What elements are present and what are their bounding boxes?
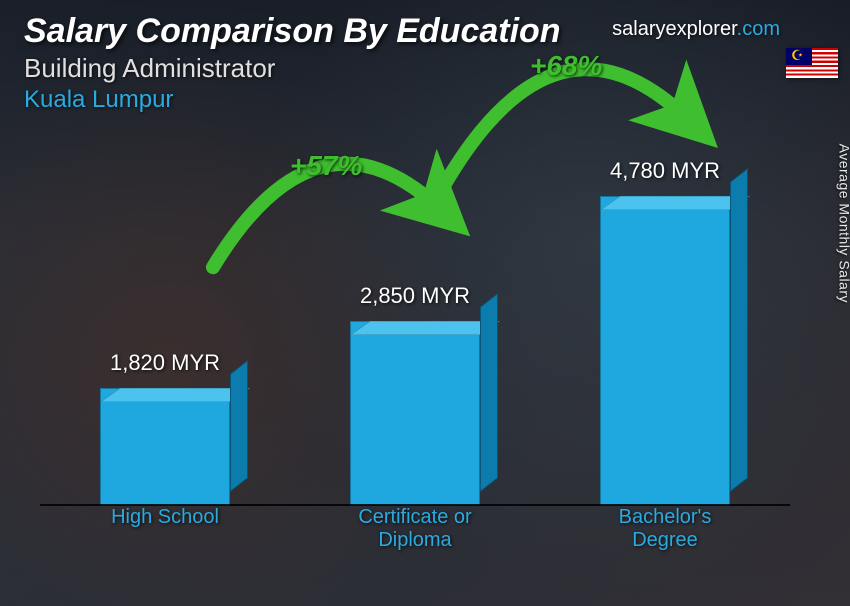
bar-top-face [600, 196, 750, 210]
increase-pct-label: +57% [290, 150, 362, 182]
infographic-container: Salary Comparison By Education Building … [0, 0, 850, 606]
bar-front-face [600, 196, 730, 506]
category-labels: High SchoolCertificate orDiplomaBachelor… [40, 506, 790, 552]
bars-container: 1,820 MYR 2,850 MYR 4,780 MYR [40, 140, 790, 506]
bar-3d [600, 196, 730, 506]
bar-value-label: 1,820 MYR [110, 350, 220, 376]
bar-slot: 1,820 MYR [40, 350, 290, 506]
bar-value-label: 2,850 MYR [360, 283, 470, 309]
increase-pct-label: +68% [530, 50, 602, 82]
category-label: High School [40, 506, 290, 552]
bar-3d [350, 321, 480, 506]
watermark: salaryexplorer.com [612, 18, 780, 41]
bar-front-face [350, 321, 480, 506]
y-axis-label: Average Monthly Salary [836, 144, 850, 303]
bar-front-face [100, 388, 230, 506]
bar-side-face [730, 168, 748, 492]
category-label: Bachelor'sDegree [540, 506, 790, 552]
bar-top-face [350, 321, 500, 335]
bar-value-label: 4,780 MYR [610, 158, 720, 184]
bar-slot: 2,850 MYR [290, 283, 540, 506]
bar-3d [100, 388, 230, 506]
chart-area: 1,820 MYR 2,850 MYR 4,780 MYR High Schoo… [40, 140, 790, 546]
bar-top-face [100, 388, 250, 402]
category-label: Certificate orDiploma [290, 506, 540, 552]
bar-side-face [480, 293, 498, 492]
chart-location: Kuala Lumpur [24, 86, 826, 114]
watermark-dot: .com [737, 18, 780, 40]
watermark-text-a: salaryexplorer [612, 18, 737, 40]
bar-slot: 4,780 MYR [540, 158, 790, 506]
bar-side-face [230, 360, 248, 492]
flag-icon [786, 48, 838, 78]
chart-subtitle: Building Administrator [24, 53, 826, 84]
